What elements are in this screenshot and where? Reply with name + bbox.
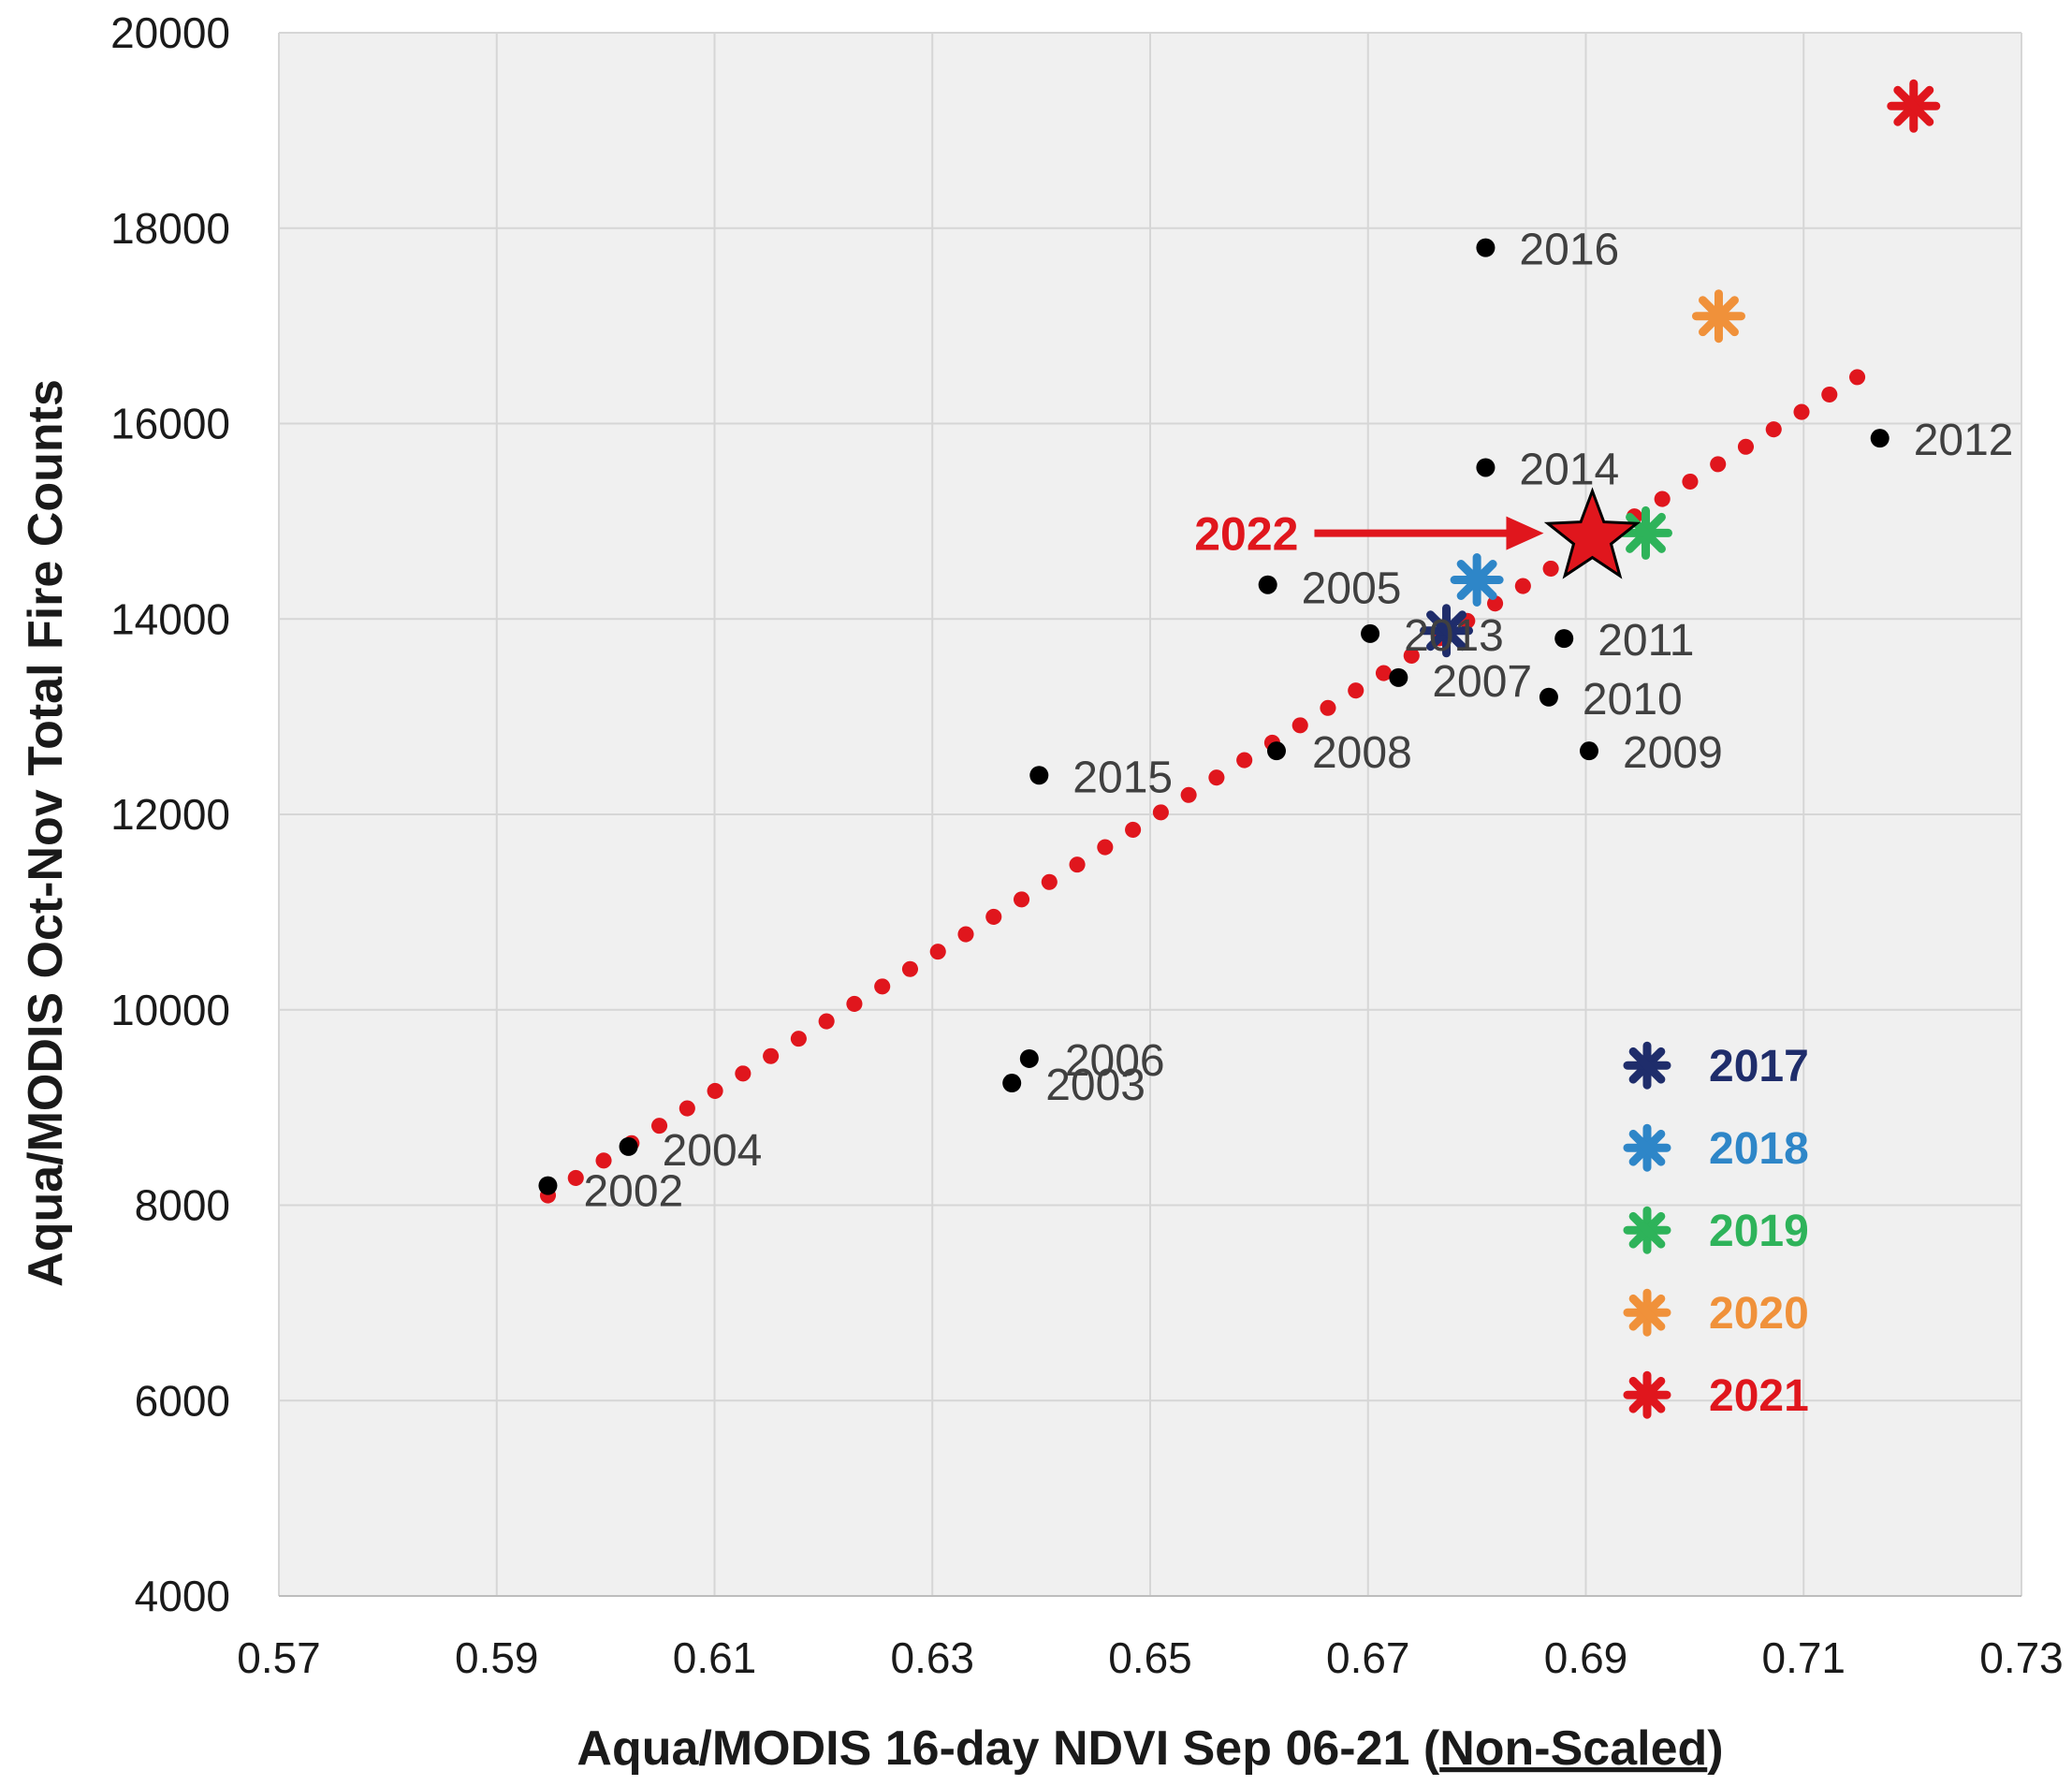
point-2004	[619, 1136, 638, 1156]
y-tick-label-16000: 16000	[110, 400, 230, 448]
legend-label-2021: 2021	[1709, 1371, 1809, 1421]
point-label-2007: 2007	[1432, 657, 1532, 707]
point-2017	[1420, 604, 1474, 658]
annotation-2022: 2022	[1194, 508, 1544, 561]
legend-label-2020: 2020	[1709, 1289, 1809, 1339]
point-2009	[1579, 741, 1598, 761]
x-tick-label-0-71: 0.71	[1761, 1633, 1846, 1682]
x-tick-label-0-73: 0.73	[1979, 1633, 2064, 1682]
legend-label-2017: 2017	[1709, 1042, 1809, 1091]
y-tick-label-14000: 14000	[110, 594, 230, 643]
point-2011	[1554, 629, 1574, 649]
x-tick-label-0-59: 0.59	[455, 1633, 539, 1682]
point-2014	[1476, 458, 1496, 477]
point-2022-star	[1543, 487, 1642, 579]
x-tick-label-0-57: 0.57	[237, 1633, 321, 1682]
legend-marker-2020	[1623, 1288, 1671, 1337]
y-tick-label-6000: 6000	[135, 1376, 230, 1425]
data-points	[538, 79, 1941, 1195]
legend-label-2019: 2019	[1709, 1207, 1809, 1256]
gridlines	[278, 32, 2022, 1597]
trendline-dots	[539, 355, 1889, 1204]
point-2005	[1258, 575, 1277, 594]
legend-label-2018: 2018	[1709, 1124, 1809, 1174]
point-label-2008: 2008	[1312, 728, 1412, 778]
point-label-2006: 2006	[1065, 1036, 1165, 1086]
legend: 2017 2018 2019 2020 2021	[1623, 1041, 1809, 1421]
x-tick-label-0-61: 0.61	[673, 1633, 757, 1682]
point-label-2005: 2005	[1302, 564, 1402, 614]
point-2020	[1691, 289, 1745, 344]
y-axis-ticks: 4000 6000 8000 10000 12000 14000 16000 18000 200…	[110, 8, 230, 1620]
x-axis-title-underlined: Non-Scaled	[1439, 1721, 1707, 1776]
point-label-2011: 2011	[1598, 616, 1694, 666]
y-tick-label-8000: 8000	[135, 1181, 230, 1230]
point-label-2016: 2016	[1519, 226, 1619, 275]
point-2016	[1476, 238, 1496, 257]
point-label-2009: 2009	[1623, 728, 1723, 778]
y-tick-label-10000: 10000	[110, 986, 230, 1034]
point-2003	[1002, 1074, 1022, 1093]
legend-marker-2021	[1623, 1370, 1671, 1419]
point-2008	[1266, 741, 1286, 761]
x-axis-ticks: 0.57 0.59 0.61 0.63 0.65 0.67 0.69 0.71 0.73	[237, 1633, 2064, 1682]
x-tick-label-0-63: 0.63	[890, 1633, 974, 1682]
legend-marker-2019	[1623, 1206, 1671, 1254]
trendline	[539, 355, 1889, 1204]
legend-marker-2017	[1623, 1041, 1671, 1090]
y-tick-label-20000: 20000	[110, 8, 230, 57]
point-2002	[538, 1176, 558, 1195]
point-2015	[1029, 766, 1049, 785]
x-tick-label-0-67: 0.67	[1326, 1633, 1410, 1682]
point-label-2004: 2004	[663, 1126, 763, 1176]
x-tick-label-0-65: 0.65	[1108, 1633, 1192, 1682]
point-2006	[1019, 1048, 1039, 1068]
point-2010	[1539, 687, 1558, 707]
y-axis-title: Aqua/MODIS Oct-Nov Total Fire Counts	[19, 379, 73, 1287]
point-label-2013: 2013	[1404, 611, 1504, 661]
point-2019	[1619, 505, 1673, 560]
annotation-label-2022: 2022	[1194, 508, 1298, 561]
legend-marker-2018	[1623, 1123, 1671, 1172]
y-tick-label-18000: 18000	[110, 204, 230, 253]
point-label-2014: 2014	[1519, 445, 1619, 494]
y-tick-label-12000: 12000	[110, 790, 230, 839]
x-tick-label-0-69: 0.69	[1544, 1633, 1628, 1682]
annotation-arrow-head	[1506, 516, 1544, 550]
point-label-2012: 2012	[1914, 416, 2014, 465]
point-2012	[1870, 429, 1890, 448]
point-label-2003: 2003	[1045, 1061, 1145, 1110]
point-label-2015: 2015	[1072, 753, 1173, 802]
point-2021	[1887, 79, 1941, 133]
point-2013	[1361, 623, 1380, 643]
point-label-2002: 2002	[583, 1167, 683, 1217]
point-label-2010: 2010	[1583, 675, 1683, 725]
x-axis-title: Aqua/MODIS 16-day NDVI Sep 06-21 (Non-Sc…	[576, 1721, 1723, 1776]
point-2018	[1450, 553, 1504, 607]
point-2007	[1389, 667, 1408, 687]
y-tick-label-4000: 4000	[135, 1572, 230, 1620]
